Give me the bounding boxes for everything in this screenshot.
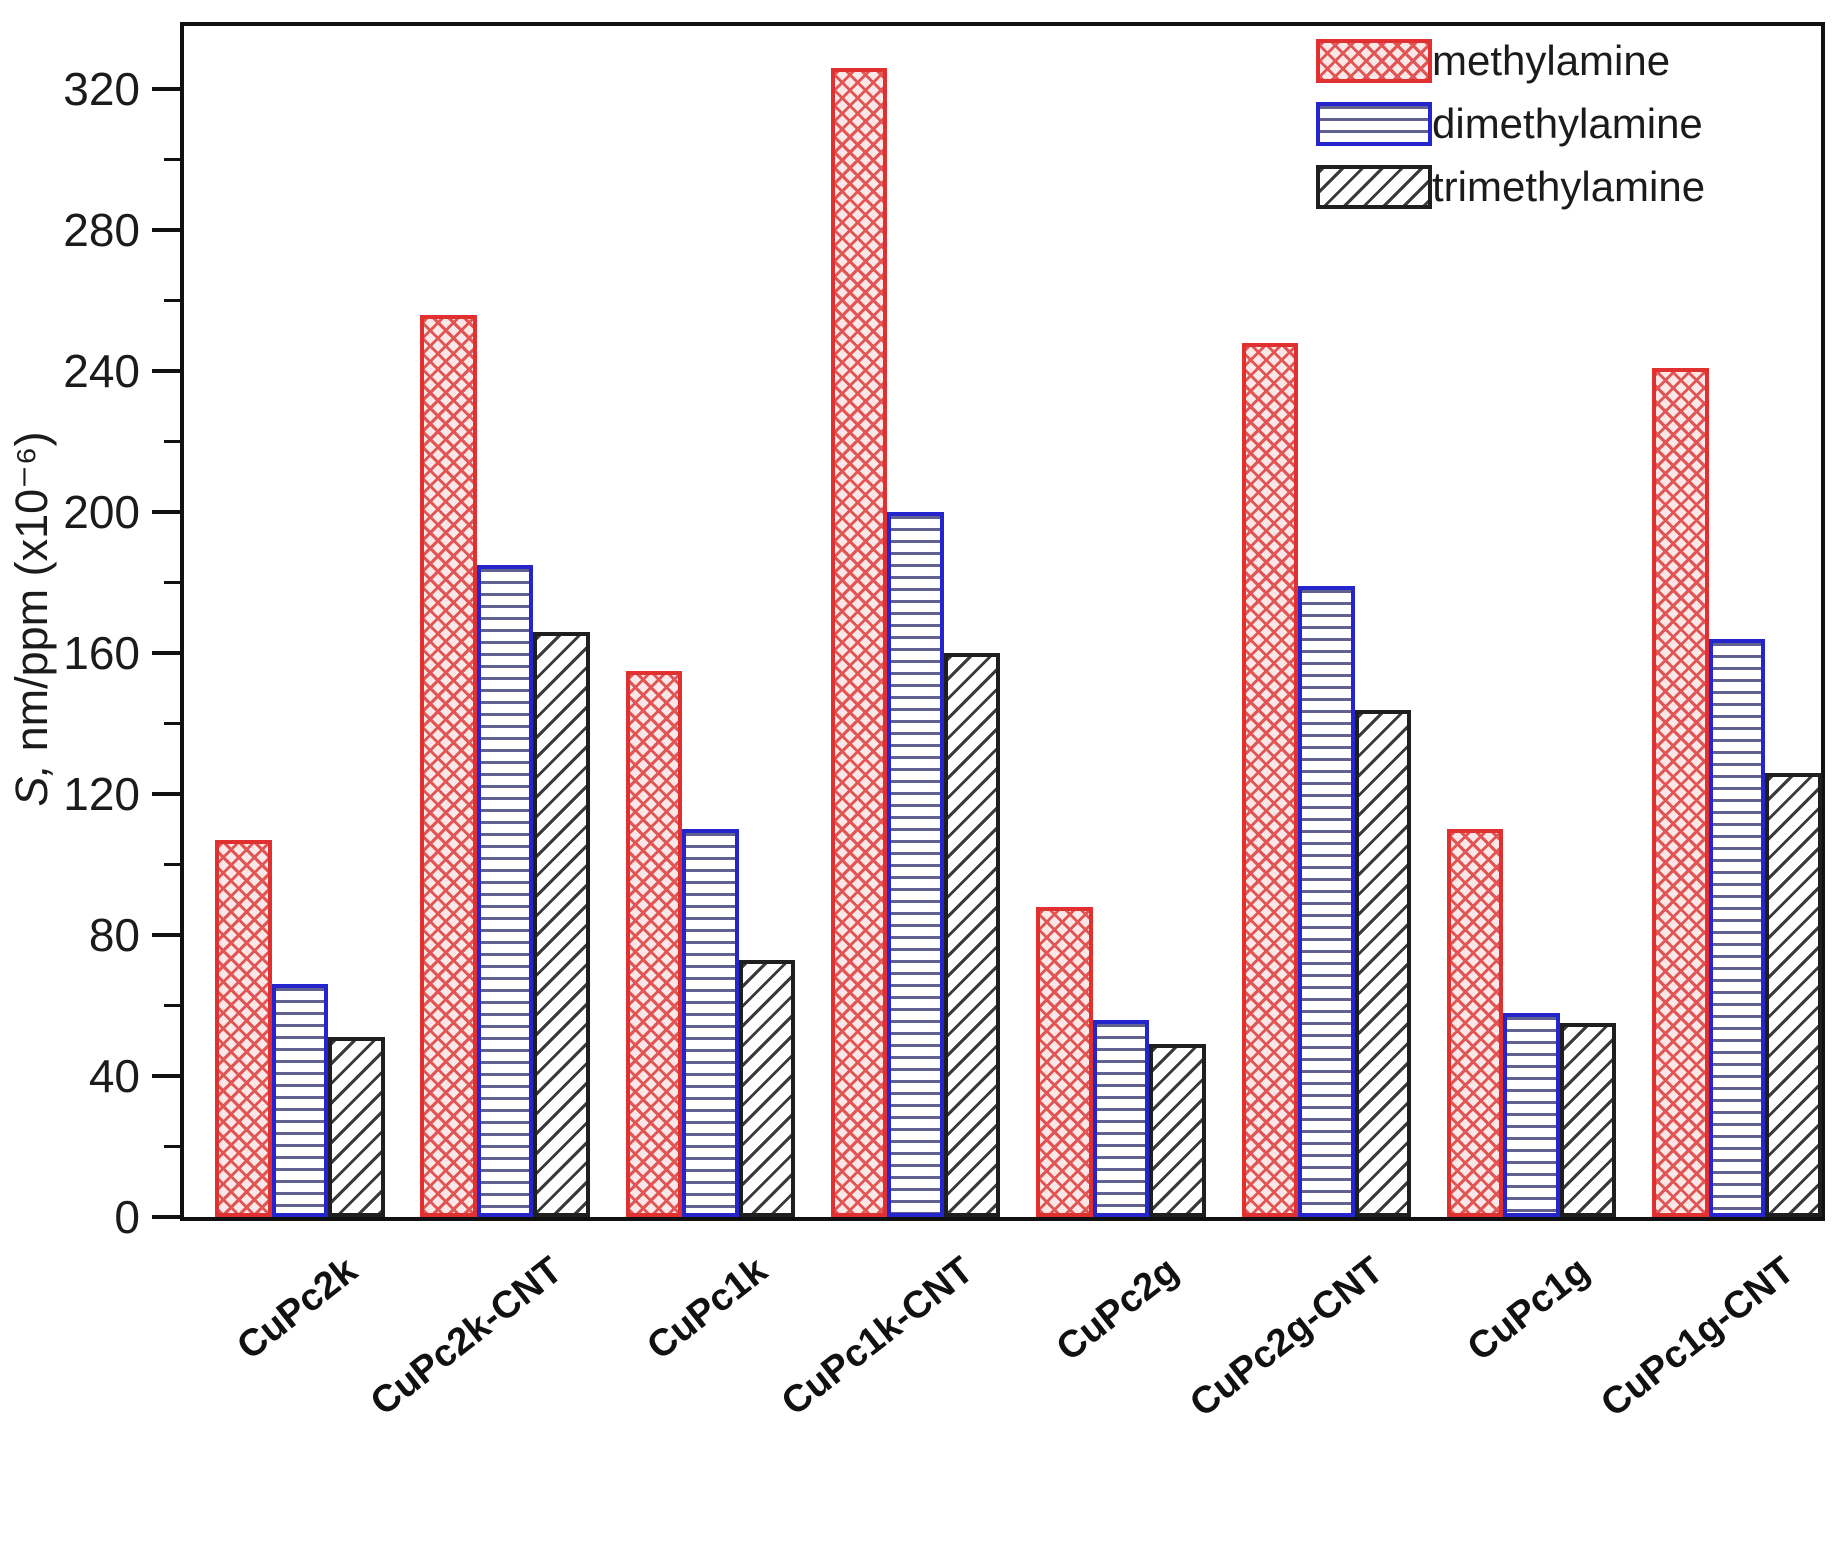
y-axis-minor-tick	[164, 158, 180, 162]
bar-chart-figure: S, nm/ppm (x10⁻⁶) methylamine dimethylam…	[6, 22, 1825, 1426]
y-axis-major-tick	[152, 1074, 180, 1079]
bar-dimethylamine-CuPc1g	[1503, 1012, 1560, 1217]
bar-trimethylamine-CuPc1k-CNT	[943, 653, 1001, 1217]
y-axis-major-tick	[152, 933, 180, 938]
legend-label-dimethylamine: dimethylamine	[1432, 100, 1703, 147]
bar-dimethylamine-CuPc1k-CNT	[887, 512, 944, 1217]
y-tick-label: 280	[63, 204, 140, 257]
y-axis-major-tick	[152, 1215, 180, 1219]
legend-item-trimethylamine: trimethylamine	[1316, 164, 1705, 210]
y-axis-minor-tick	[164, 299, 180, 303]
x-category-label-CuPc1k: CuPc1k	[639, 1249, 776, 1369]
plot-area	[180, 22, 1825, 1221]
y-axis-major-tick	[152, 228, 180, 233]
bar-trimethylamine-CuPc1g	[1559, 1023, 1617, 1217]
y-axis-minor-tick	[164, 1145, 180, 1149]
y-tick-label: 320	[63, 63, 140, 116]
bar-methylamine-CuPc2k-CNT	[420, 314, 477, 1217]
x-category-label-CuPc1g-CNT: CuPc1g-CNT	[1593, 1249, 1803, 1426]
legend-swatch-trimethylamine	[1316, 165, 1432, 209]
bar-methylamine-CuPc1g	[1446, 829, 1504, 1217]
y-tick-label: 120	[63, 768, 140, 821]
y-axis-major-tick	[152, 510, 180, 515]
y-axis-minor-tick	[164, 863, 180, 867]
bar-dimethylamine-CuPc2k-CNT	[476, 565, 534, 1217]
y-axis-minor-tick	[164, 440, 180, 444]
y-tick-label: 40	[88, 1050, 140, 1103]
bar-trimethylamine-CuPc2k	[328, 1037, 385, 1217]
bar-methylamine-CuPc2g	[1036, 906, 1093, 1217]
legend-label-trimethylamine: trimethylamine	[1432, 163, 1706, 210]
bar-methylamine-CuPc1k-CNT	[830, 68, 888, 1217]
bar-methylamine-CuPc2k	[215, 839, 272, 1217]
bar-dimethylamine-CuPc1g-CNT	[1708, 639, 1766, 1217]
bar-dimethylamine-CuPc2k	[271, 984, 328, 1217]
legend: methylamine dimethylamine trimethylamine	[1316, 38, 1705, 210]
x-category-label-CuPc2k-CNT: CuPc2k-CNT	[363, 1249, 571, 1425]
y-tick-label: 160	[63, 627, 140, 680]
y-axis-major-tick	[152, 792, 180, 797]
legend-swatch-dimethylamine	[1316, 102, 1432, 146]
bar-dimethylamine-CuPc2g-CNT	[1298, 586, 1355, 1217]
x-category-label-CuPc2g: CuPc2g	[1048, 1249, 1187, 1370]
y-tick-label: 240	[63, 345, 140, 398]
bar-trimethylamine-CuPc2g-CNT	[1354, 709, 1411, 1217]
bar-trimethylamine-CuPc1k	[738, 959, 796, 1217]
y-axis-major-tick	[152, 651, 180, 656]
bar-dimethylamine-CuPc2g	[1092, 1019, 1150, 1217]
bar-trimethylamine-CuPc2g	[1149, 1044, 1206, 1217]
x-category-label-CuPc1g: CuPc1g	[1459, 1249, 1597, 1370]
y-axis-major-tick	[152, 369, 180, 374]
legend-item-dimethylamine: dimethylamine	[1316, 101, 1705, 147]
x-category-label-CuPc1k-CNT: CuPc1k-CNT	[773, 1249, 981, 1425]
x-category-label-CuPc2k: CuPc2k	[229, 1249, 365, 1369]
y-tick-label: 80	[88, 909, 140, 962]
legend-label-methylamine: methylamine	[1432, 37, 1671, 84]
bar-methylamine-CuPc1k	[625, 670, 683, 1217]
bar-trimethylamine-CuPc1g-CNT	[1765, 773, 1822, 1217]
y-axis-minor-tick	[164, 722, 180, 726]
bar-trimethylamine-CuPc2k-CNT	[533, 632, 590, 1217]
y-axis-minor-tick	[164, 581, 180, 585]
legend-item-methylamine: methylamine	[1316, 38, 1705, 84]
bar-dimethylamine-CuPc1k	[682, 829, 739, 1217]
y-tick-label: 0	[114, 1191, 140, 1243]
y-axis-minor-tick	[164, 1004, 180, 1008]
bar-methylamine-CuPc1g-CNT	[1652, 367, 1709, 1217]
legend-swatch-methylamine	[1316, 39, 1432, 83]
bar-methylamine-CuPc2g-CNT	[1241, 343, 1298, 1217]
y-axis-major-tick	[152, 87, 180, 92]
x-category-label-CuPc2g-CNT: CuPc2g-CNT	[1182, 1249, 1392, 1426]
y-tick-label: 200	[63, 486, 140, 539]
